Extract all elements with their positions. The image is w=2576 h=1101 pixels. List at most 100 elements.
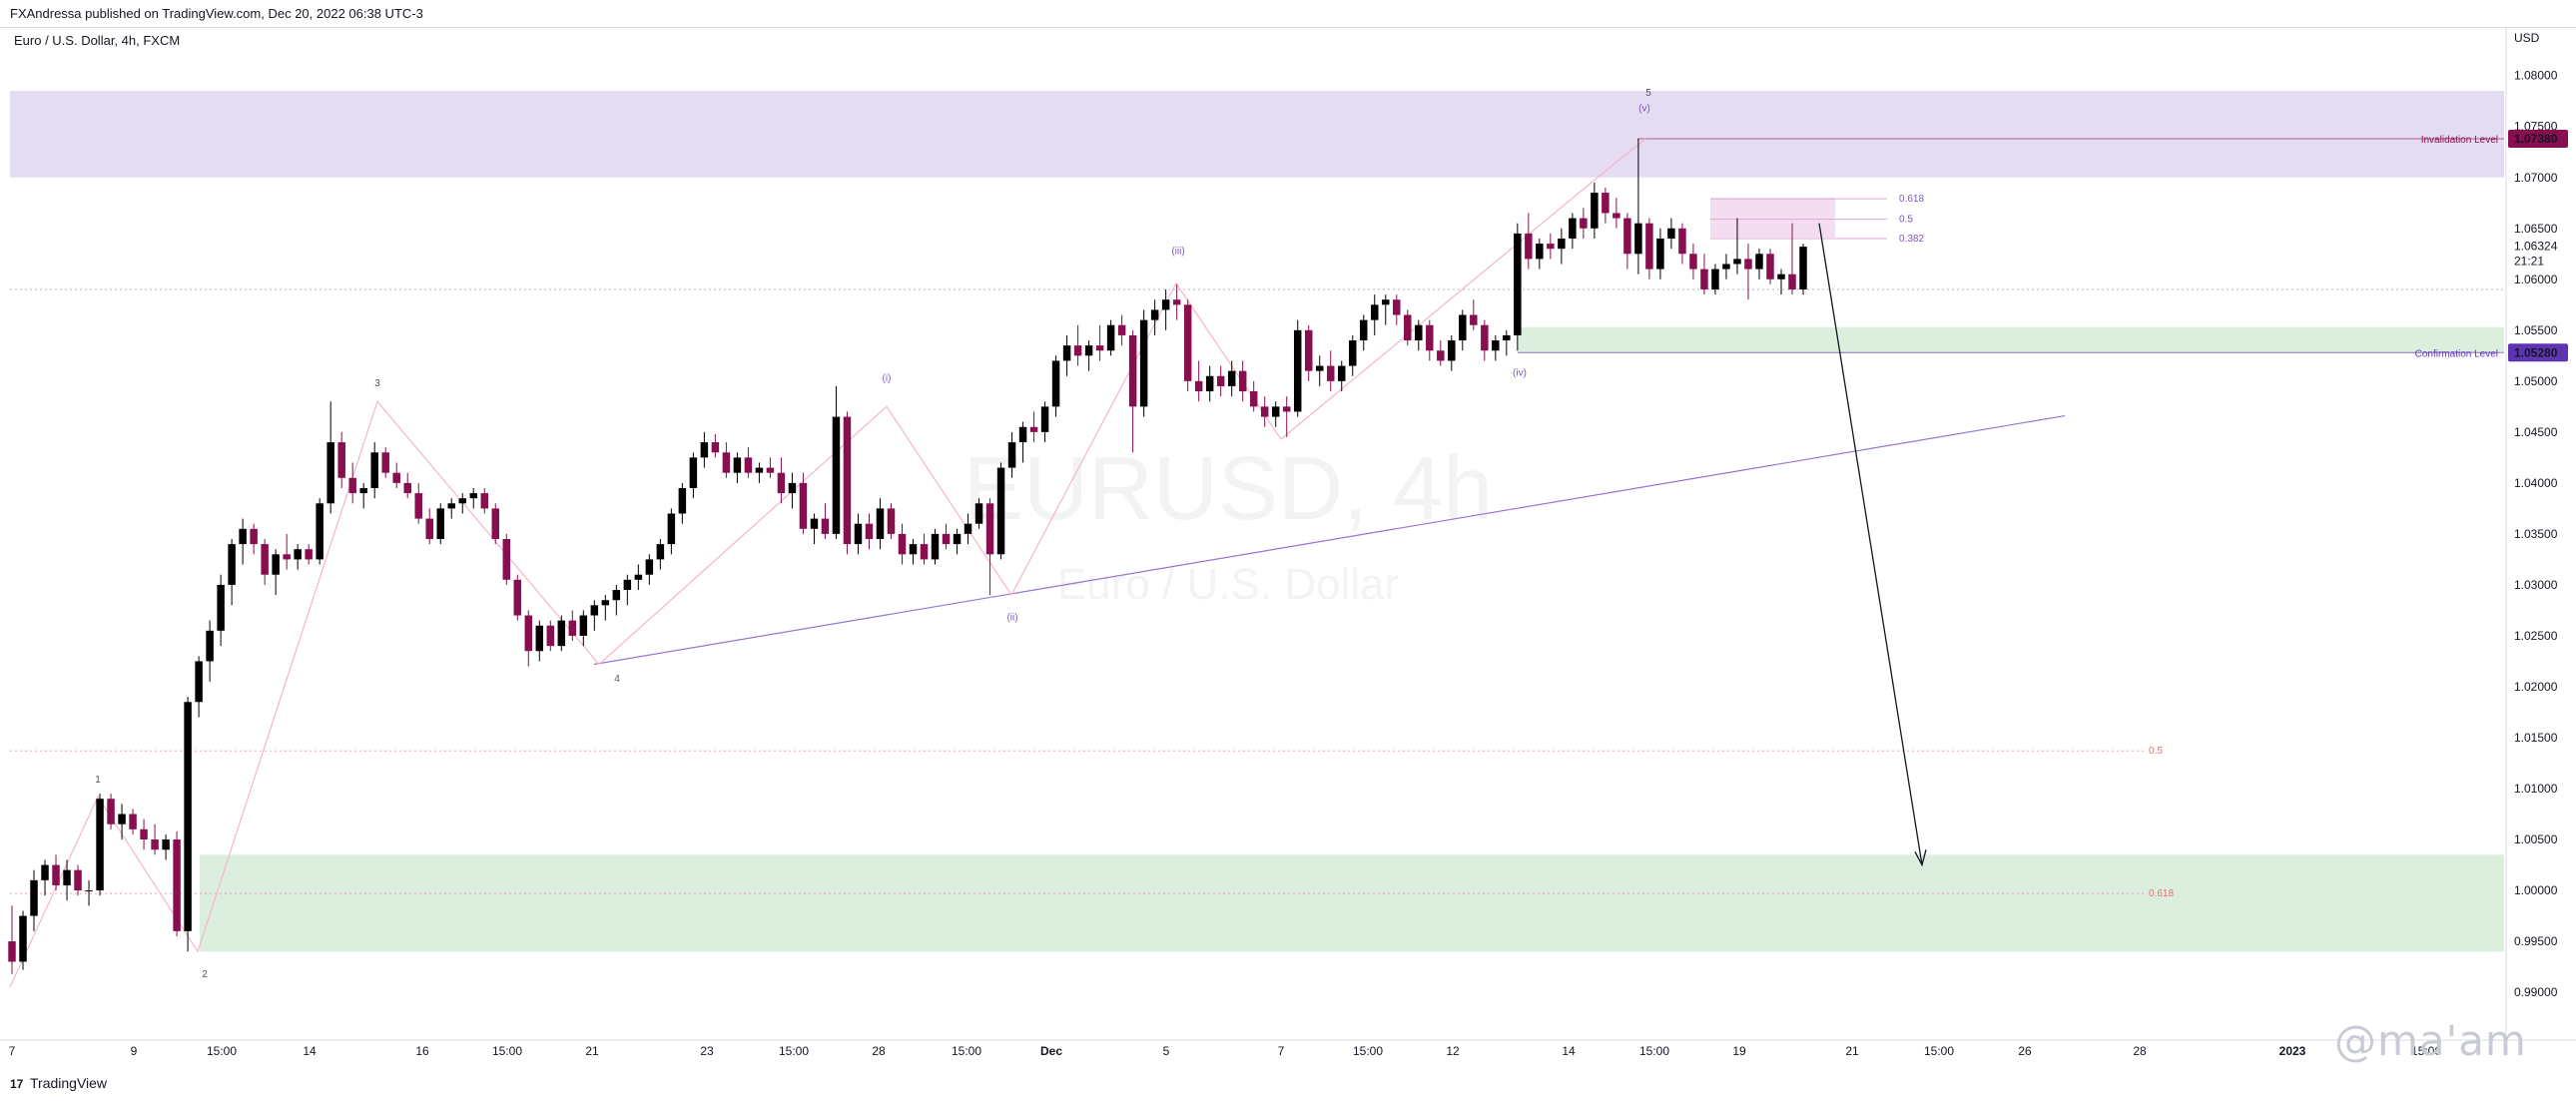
candle-body <box>1360 319 1368 341</box>
candle-body <box>1711 269 1719 289</box>
candle-body <box>1591 193 1599 229</box>
time-tick: 9 <box>131 1044 138 1058</box>
candle <box>502 533 511 585</box>
price-axis: USD1.080001.075001.070001.065001.060001.… <box>2415 28 2568 1043</box>
candle-body <box>458 498 466 504</box>
candle <box>766 457 775 478</box>
candle <box>1481 319 1489 361</box>
candle-body <box>568 620 577 636</box>
candle <box>1766 249 1774 284</box>
candle <box>458 493 466 514</box>
candle-body <box>1238 370 1247 392</box>
candle-body <box>887 508 896 534</box>
candle-body <box>1536 244 1544 260</box>
candle-body <box>1073 345 1082 356</box>
price-tick: 0.99500 <box>2514 934 2558 948</box>
candle <box>799 472 808 534</box>
axis-currency: USD <box>2514 31 2540 45</box>
candle-body <box>272 554 280 575</box>
candle-body <box>974 503 983 524</box>
candle-body <box>1689 254 1697 270</box>
wave-label: (iii) <box>1171 246 1184 257</box>
candle-body <box>250 528 258 545</box>
confirmation-green-zone <box>1518 326 2504 353</box>
candle <box>392 462 400 488</box>
candle-body <box>1249 391 1258 407</box>
projection-arrow <box>1818 223 1923 865</box>
tradingview-logo-icon[interactable]: 17 <box>10 1077 24 1091</box>
candle <box>920 533 929 565</box>
candle <box>173 830 181 936</box>
candle <box>63 859 71 901</box>
candle-body <box>942 533 951 545</box>
time-tick: 7 <box>1278 1044 1285 1058</box>
candle-body <box>1580 218 1588 229</box>
candle-body <box>1623 218 1631 255</box>
candle <box>1580 208 1588 239</box>
candle <box>832 385 841 539</box>
candle-body <box>480 493 489 509</box>
candles-layer <box>8 138 1807 974</box>
candle-body <box>1349 340 1357 366</box>
price-tick: 1.04000 <box>2514 476 2558 490</box>
candle-body <box>1051 360 1060 407</box>
candle-body <box>1007 442 1016 468</box>
candle <box>1404 309 1412 346</box>
candle-body <box>107 799 115 825</box>
candle <box>74 864 82 896</box>
candle-body <box>832 416 841 534</box>
candle <box>52 854 60 891</box>
candle <box>195 656 203 718</box>
candle-body <box>601 600 610 606</box>
candle <box>744 447 753 478</box>
drawings-layer <box>9 138 2504 988</box>
price-label-name: Confirmation Level <box>2415 348 2498 359</box>
candle <box>931 528 940 565</box>
wave-label: 2 <box>202 969 208 980</box>
watermark-symbol: EURUSD, 4h <box>964 439 1493 539</box>
candle <box>1029 411 1038 443</box>
candle-body <box>810 518 819 529</box>
candle <box>370 442 378 499</box>
support-trendline <box>593 414 2066 666</box>
tradingview-brand[interactable]: TradingView <box>30 1075 108 1091</box>
candle <box>568 610 577 642</box>
upper-purple-zone <box>10 91 2504 178</box>
candle-body <box>634 574 643 580</box>
candle-body <box>447 503 455 509</box>
candle <box>700 431 709 468</box>
candle-body <box>535 625 544 652</box>
candle <box>1293 319 1302 417</box>
candle <box>876 498 885 550</box>
candle <box>1602 187 1610 224</box>
candle <box>283 533 291 570</box>
candle-body <box>1481 324 1489 351</box>
candle-body <box>1678 228 1686 255</box>
candle <box>667 508 676 555</box>
candle <box>1591 182 1599 239</box>
candle-body <box>173 839 181 931</box>
candle-body <box>920 544 929 560</box>
candle-body <box>283 554 291 560</box>
candle <box>348 462 356 504</box>
published-info: FXAndressa published on TradingView.com,… <box>10 6 423 21</box>
candle <box>1569 213 1577 250</box>
candle-body <box>414 493 422 519</box>
candle <box>1051 355 1060 417</box>
candle <box>854 513 863 555</box>
candle-body <box>206 630 214 662</box>
candle-body <box>1338 365 1346 381</box>
candle <box>1722 254 1730 279</box>
candle-body <box>359 487 367 494</box>
candle-body <box>1700 269 1708 289</box>
candle <box>1040 401 1049 443</box>
candle <box>535 620 544 662</box>
candle <box>403 472 411 499</box>
price-tick: 1.02500 <box>2514 629 2558 643</box>
candle <box>1227 360 1236 397</box>
candle-body <box>63 869 71 885</box>
price-tick: 1.08000 <box>2514 69 2558 83</box>
candle-body <box>1514 233 1522 335</box>
time-tick: 16 <box>415 1044 429 1058</box>
